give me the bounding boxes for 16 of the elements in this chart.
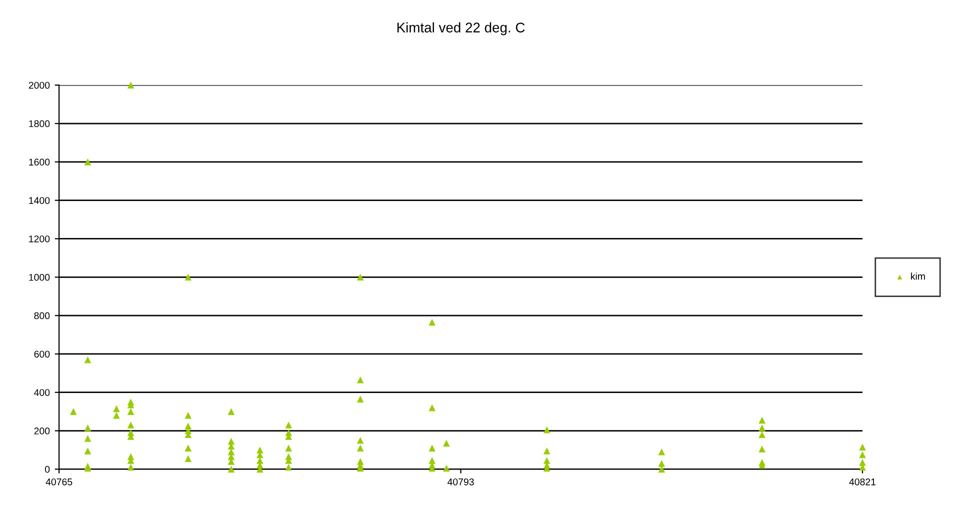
- y-tick-label: 800: [34, 312, 50, 320]
- y-tick-label: 400: [34, 389, 50, 396]
- legend-label: kim: [911, 272, 925, 280]
- x-tick-label: 40793: [447, 478, 474, 486]
- x-tick-label: 40765: [46, 478, 72, 486]
- y-tick-label: 600: [34, 350, 50, 358]
- x-tick-label: 40821: [849, 478, 876, 486]
- y-tick-label: 1200: [29, 235, 50, 242]
- chart-title: Kimtal ved 22 deg. C: [397, 22, 525, 36]
- y-tick-label: 1000: [29, 274, 50, 281]
- y-tick-label: 200: [34, 428, 50, 434]
- y-tick-label: 1600: [29, 158, 50, 166]
- y-tick-label: 2000: [28, 82, 50, 89]
- y-tick-label: 0: [44, 466, 50, 473]
- y-tick-label: 1800: [29, 120, 50, 128]
- y-tick-label: 1400: [29, 197, 50, 204]
